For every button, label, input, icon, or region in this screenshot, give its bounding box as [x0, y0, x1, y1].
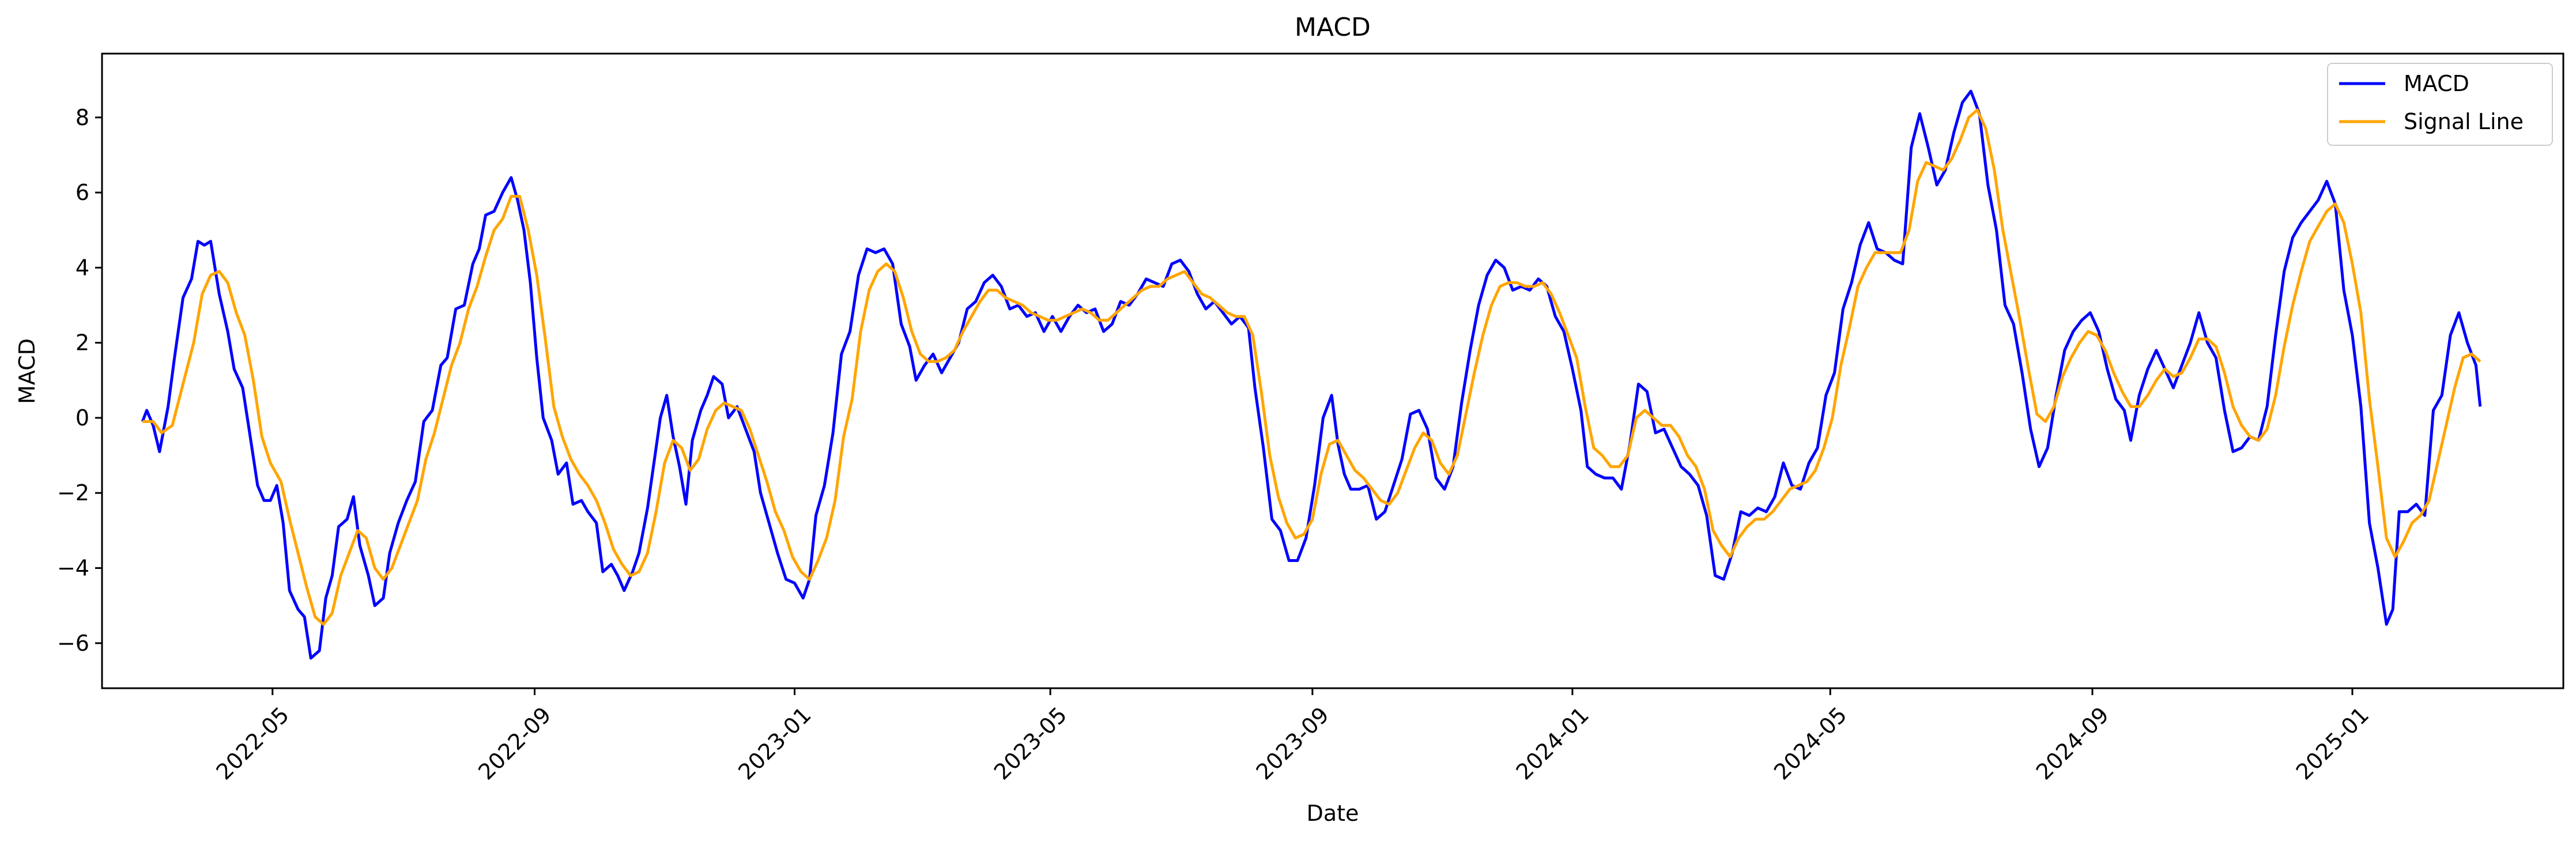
chart-title: MACD: [1295, 13, 1371, 42]
legend: MACD Signal Line: [2327, 63, 2553, 146]
y-axis-label: MACD: [14, 338, 40, 404]
y-tick-label: −2: [57, 480, 89, 506]
series-line-signal-line: [142, 108, 2481, 626]
y-tick-label: 0: [76, 405, 89, 431]
y-tick-label: 2: [76, 330, 89, 356]
series-lines: [141, 89, 2482, 660]
y-axis-ticks: −6 −4 −2 0 2 4 6 8: [57, 105, 102, 656]
plot-area-frame: [101, 52, 2564, 689]
y-tick-label: 8: [76, 105, 89, 130]
legend-label-signal-line: Signal Line: [2404, 109, 2524, 134]
series-line-macd: [141, 89, 2482, 660]
y-tick-label: −4: [57, 556, 89, 581]
y-tick-label: 4: [76, 255, 89, 280]
y-tick-label: 6: [76, 180, 89, 205]
x-axis-label: Date: [1307, 801, 1359, 826]
y-tick-label: −6: [57, 631, 89, 656]
legend-label-macd: MACD: [2404, 71, 2469, 96]
